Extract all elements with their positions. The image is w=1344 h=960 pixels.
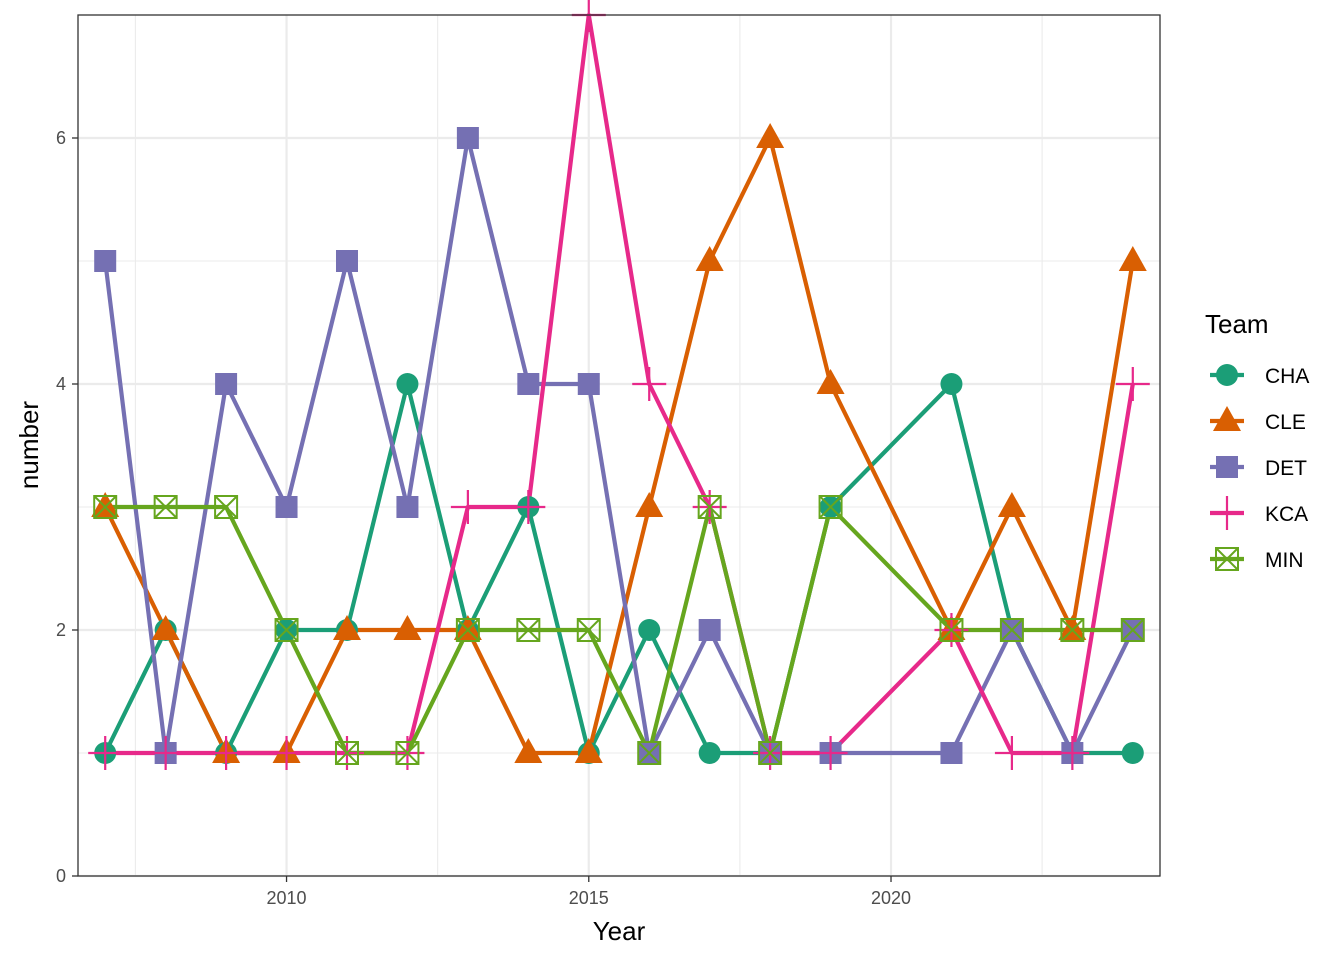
data-point-kca	[632, 367, 667, 401]
x-tick-label: 2020	[871, 888, 911, 908]
data-point-min	[274, 618, 299, 642]
plot-panel	[78, 15, 1160, 876]
data-point-cle	[816, 369, 845, 394]
data-point-det	[517, 373, 540, 395]
data-point-min	[516, 618, 541, 642]
y-tick-label: 0	[56, 866, 66, 886]
legend-label-min: MIN	[1265, 549, 1304, 572]
data-point-min	[455, 618, 480, 642]
series-points	[88, 0, 1150, 770]
legend-label-cle: CLE	[1265, 411, 1306, 434]
legend-key-marker-min	[1215, 547, 1239, 571]
data-point-cha	[396, 373, 419, 395]
x-axis: 2010 2015 2020	[267, 876, 911, 908]
data-point-cha	[698, 742, 721, 764]
data-point-kca	[450, 490, 485, 524]
data-point-min	[758, 741, 783, 765]
data-point-min	[1060, 618, 1085, 642]
data-point-min	[637, 741, 662, 765]
data-point-kca	[813, 736, 848, 770]
data-point-kca	[994, 736, 1029, 770]
data-point-cha	[638, 619, 661, 641]
data-point-det	[456, 127, 479, 149]
legend: Team CHA CLE DET KCA MIN	[1205, 309, 1309, 572]
data-point-min	[395, 741, 420, 765]
y-tick-label: 6	[56, 128, 66, 148]
data-point-min	[818, 495, 843, 519]
legend-key-marker-cle	[1213, 406, 1241, 431]
legend-key-marker-det	[1216, 456, 1238, 478]
data-point-cle	[756, 123, 785, 148]
data-point-det	[698, 619, 721, 641]
data-point-cle	[574, 738, 603, 763]
data-point-cle	[393, 615, 422, 640]
data-point-det	[396, 496, 419, 518]
data-point-cle	[695, 246, 724, 271]
data-point-cle	[453, 615, 482, 640]
data-point-min	[697, 495, 722, 519]
data-point-min	[93, 495, 118, 519]
data-point-kca	[88, 736, 123, 770]
data-point-det	[940, 742, 963, 764]
y-axis: 0 2 4 6	[56, 128, 78, 886]
data-point-det	[94, 250, 117, 272]
data-point-min	[576, 618, 601, 642]
data-point-min	[999, 618, 1024, 642]
data-point-kca	[1115, 367, 1150, 401]
data-point-det	[577, 373, 600, 395]
data-point-min	[214, 495, 239, 519]
data-point-min	[334, 741, 359, 765]
data-point-det	[215, 373, 238, 395]
panel-background	[78, 15, 1160, 876]
legend-label-det: DET	[1265, 457, 1307, 480]
data-point-cle	[332, 615, 361, 640]
data-point-det	[275, 496, 298, 518]
data-point-kca	[148, 736, 183, 770]
data-point-det	[335, 250, 358, 272]
panel-border	[77, 14, 1161, 877]
data-point-kca	[269, 736, 304, 770]
data-point-min	[939, 618, 964, 642]
data-point-kca	[209, 736, 244, 770]
data-point-cha	[940, 373, 963, 395]
data-point-min	[1120, 618, 1145, 642]
legend-key-marker-kca	[1210, 496, 1244, 530]
data-point-cle	[1118, 246, 1147, 271]
legend-key-marker-cha	[1216, 364, 1238, 386]
y-tick-label: 4	[56, 374, 66, 394]
y-tick-label: 2	[56, 620, 66, 640]
data-point-cle	[635, 492, 664, 517]
data-point-cle	[151, 615, 180, 640]
x-axis-title: Year	[593, 916, 646, 946]
x-tick-label: 2010	[267, 888, 307, 908]
legend-label-cha: CHA	[1265, 365, 1309, 388]
data-point-kca	[511, 490, 546, 524]
legend-title: Team	[1205, 309, 1269, 339]
data-point-min	[153, 495, 178, 519]
data-point-cle	[514, 738, 543, 763]
data-point-kca	[1055, 736, 1090, 770]
data-point-cle	[997, 492, 1026, 517]
data-point-cle	[1058, 615, 1087, 640]
x-tick-label: 2015	[569, 888, 609, 908]
legend-label-kca: KCA	[1265, 503, 1308, 526]
y-axis-title: number	[14, 401, 44, 489]
data-point-cha	[1121, 742, 1144, 764]
data-point-cle	[91, 492, 120, 517]
